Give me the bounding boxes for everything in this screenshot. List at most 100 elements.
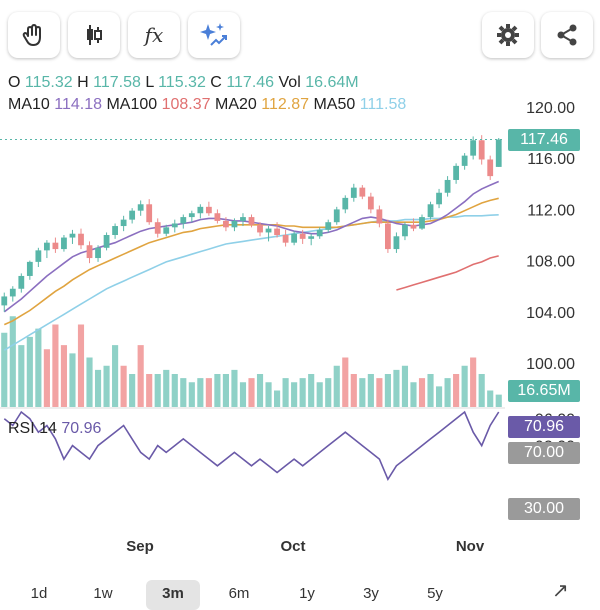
ma100-line <box>396 255 499 291</box>
low-label: L <box>145 74 154 91</box>
volume-bar <box>214 374 221 407</box>
candle-body <box>470 140 477 156</box>
volume-bar <box>112 345 119 407</box>
candle-body <box>205 206 212 214</box>
volume-bar <box>120 365 127 407</box>
candle-body <box>52 242 59 250</box>
candle-body <box>95 247 101 259</box>
volume-bar <box>180 378 187 407</box>
candle-body <box>137 204 144 211</box>
candle-body <box>316 229 323 237</box>
volume-bar <box>60 345 68 407</box>
candle-body <box>223 220 229 228</box>
volume-bar <box>342 357 349 407</box>
volume-bar <box>282 378 289 407</box>
volume-bar <box>256 374 264 407</box>
volume-bar <box>308 374 315 407</box>
tab-6m[interactable]: 6m <box>228 585 250 602</box>
volume-bar <box>435 386 443 407</box>
rsi-line <box>3 410 500 482</box>
candle-body <box>171 223 178 228</box>
indicators-button[interactable]: fx <box>128 12 180 58</box>
candle-body <box>393 236 400 250</box>
volume-bar <box>325 378 332 407</box>
candle-body <box>146 204 153 223</box>
candle-body <box>86 245 93 259</box>
volume-bar <box>478 374 485 407</box>
volume-bar <box>231 369 238 407</box>
volume-bar <box>333 365 340 407</box>
candle-body <box>367 196 374 210</box>
tab-1y[interactable]: 1y <box>299 585 315 602</box>
range-tabs: 1d 1w 3m 6m 1y 3y 5y ↗ <box>0 576 600 610</box>
volume-bar <box>265 382 272 407</box>
chart-type-button[interactable] <box>68 12 120 58</box>
candle-body <box>61 237 67 250</box>
volume-bar <box>248 378 255 407</box>
ma100-label: MA100 <box>106 96 158 113</box>
candle-body <box>43 242 50 251</box>
candle-body <box>265 228 272 233</box>
price-axis-label: 116.00 <box>527 151 575 168</box>
volume-bar <box>461 365 468 407</box>
candle-body <box>308 236 315 239</box>
tab-3m[interactable]: 3m <box>146 580 200 610</box>
volume-bar <box>410 382 417 407</box>
ma10-label: MA10 <box>8 96 50 113</box>
candle-body <box>274 228 280 235</box>
high-value: 117.58 <box>93 74 141 91</box>
volume-bar <box>9 316 16 407</box>
candle-body <box>478 140 485 160</box>
tab-1w[interactable]: 1w <box>93 585 113 602</box>
x-axis-label: Nov <box>456 538 485 555</box>
candle-body <box>487 159 494 177</box>
candle-body <box>495 139 502 167</box>
candle-body <box>359 187 366 197</box>
candle-body <box>257 224 263 233</box>
candle-body <box>69 233 76 238</box>
volume-bar <box>487 390 494 407</box>
tab-3y[interactable]: 3y <box>363 585 379 602</box>
x-axis-label: Sep <box>126 538 154 555</box>
ma20-value: 112.87 <box>261 96 309 113</box>
candle-body <box>120 219 127 227</box>
volume-bar <box>299 378 306 407</box>
share-button[interactable] <box>541 12 593 58</box>
volume-bar <box>401 365 409 407</box>
expand-icon[interactable]: ↗ <box>552 580 569 602</box>
tab-5y[interactable]: 5y <box>427 585 443 602</box>
candle-body <box>188 213 195 218</box>
volume-bar <box>384 374 391 407</box>
candle-body <box>35 250 42 262</box>
candle-body <box>240 217 246 221</box>
candle-body <box>444 179 451 193</box>
volume-bar <box>316 382 323 407</box>
price-axis-label: 100.00 <box>526 356 575 373</box>
drawing-tool-button[interactable] <box>8 12 60 58</box>
candle-body <box>18 275 25 289</box>
settings-button[interactable] <box>482 12 534 58</box>
ai-insights-button[interactable] <box>188 12 240 58</box>
rsi-upper-tag: 70.00 <box>508 442 580 464</box>
volume-bar <box>376 378 383 407</box>
ma50-value: 111.58 <box>359 96 407 113</box>
volume-value: 16.64M <box>305 74 359 91</box>
rsi-name: RSI 14 <box>8 420 57 437</box>
volume-bar <box>470 357 477 407</box>
x-axis-label: Oct <box>280 538 305 555</box>
candlestick-icon <box>87 25 102 45</box>
tab-1d[interactable]: 1d <box>30 585 48 602</box>
open-value: 115.32 <box>24 74 73 91</box>
volume-bar <box>444 378 451 407</box>
volume-bar <box>453 374 460 407</box>
ma-readout: MA10 114.18 MA100 108.37 MA20 112.87 MA5… <box>8 96 406 114</box>
ma50-line <box>3 214 499 351</box>
ma10-value: 114.18 <box>54 96 102 113</box>
candle-body <box>427 204 434 218</box>
volume-bar <box>146 374 153 407</box>
rsi-value-tag: 70.96 <box>508 416 580 438</box>
candle-body <box>410 224 417 229</box>
low-value: 115.32 <box>158 74 206 91</box>
volume-bar <box>418 378 426 407</box>
